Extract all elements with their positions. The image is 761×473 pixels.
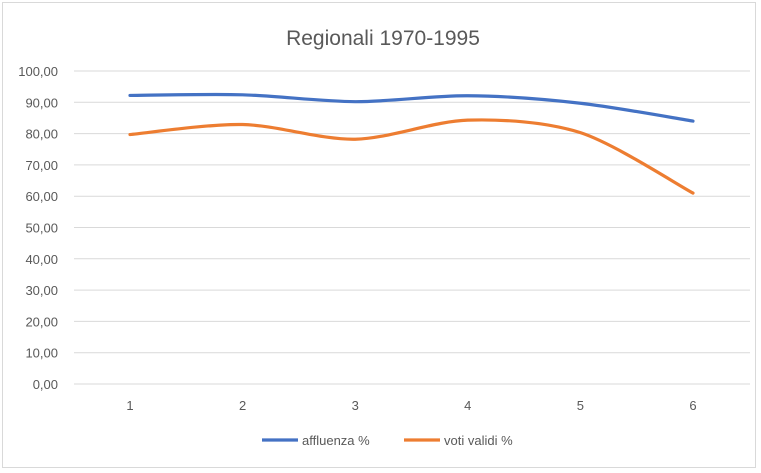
series-line-affluenza <box>128 92 695 123</box>
y-tick-label: 80,00 <box>25 127 58 142</box>
chart-frame <box>2 2 756 468</box>
legend: affluenza % voti validi % <box>262 433 513 448</box>
x-tick-label: 5 <box>577 398 584 413</box>
y-tick-label: 60,00 <box>25 189 58 204</box>
y-tick-label: 50,00 <box>25 221 58 236</box>
legend-label: affluenza % <box>302 433 370 448</box>
y-tick-label: 0,00 <box>33 377 58 392</box>
y-axis-ticks: 0,00 10,00 20,00 30,00 40,00 50,00 60,00 70,00 8… <box>18 64 58 392</box>
x-tick-label: 4 <box>464 398 471 413</box>
y-tick-label: 90,00 <box>25 95 58 110</box>
series-line-voti-validi <box>128 118 695 195</box>
x-tick-label: 3 <box>352 398 359 413</box>
x-tick-label: 2 <box>239 398 246 413</box>
chart-title: Regionali 1970-1995 <box>286 27 480 50</box>
y-tick-label: 30,00 <box>25 283 58 298</box>
x-tick-label: 6 <box>689 398 696 413</box>
y-tick-label: 40,00 <box>25 252 58 267</box>
y-tick-label: 10,00 <box>25 346 58 361</box>
y-tick-label: 100,00 <box>18 64 58 79</box>
x-axis-ticks: 1 2 3 4 5 6 <box>126 398 696 413</box>
x-tick-label: 1 <box>126 398 133 413</box>
y-tick-label: 70,00 <box>25 158 58 173</box>
legend-label: voti validi % <box>444 433 513 448</box>
series-lines <box>128 92 695 195</box>
y-tick-label: 20,00 <box>25 314 58 329</box>
gridlines <box>74 70 750 385</box>
